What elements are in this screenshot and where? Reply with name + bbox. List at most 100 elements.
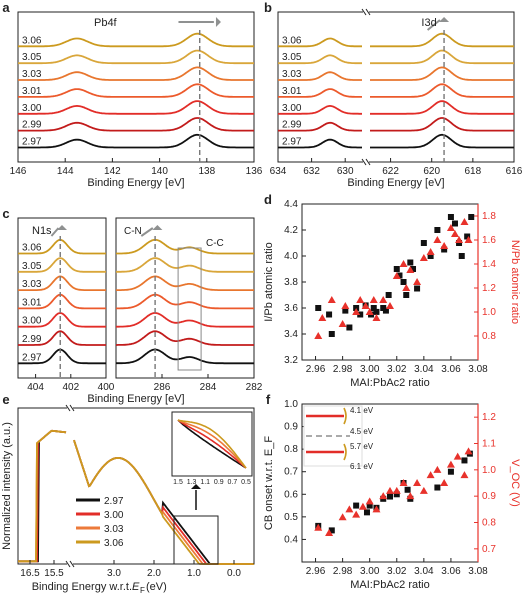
panel-f-triangle-point [338, 513, 347, 521]
panel-d-triangle-point [455, 236, 464, 243]
panel-c-curve-3.00-seg0 [18, 312, 106, 328]
panel-b-curve-3.00-seg1 [370, 100, 514, 115]
panel-a-curve-3.05-seg0 [18, 49, 254, 65]
panel-d-triangle-point [372, 314, 381, 321]
panel-b-tick-label: 632 [303, 166, 320, 177]
panel-b-series-label: 2.99 [282, 120, 302, 131]
panel-c-arrow-head-n1s [57, 225, 67, 230]
panel-e-inset-curve-3.00 [177, 419, 247, 469]
panel-c-shift-arrow-cn [140, 227, 154, 237]
panel-e-inset-tick-label: 0.5 [241, 479, 251, 486]
panel-f-square-point [363, 509, 370, 516]
panel-d-triangle-point [419, 254, 428, 261]
panel-c-series-label: 3.01 [22, 297, 42, 308]
panel-a-curve-2.97-seg0 [18, 133, 254, 149]
panel-d-ytick-right-label: 1.4 [482, 259, 496, 270]
panel-e-tick-label: 16.5 [20, 568, 40, 579]
panel-d-xlabel: MAI:PbAc2 ratio [350, 377, 429, 389]
panel-f-square-point [404, 486, 411, 493]
panel-b-series-label: 3.03 [282, 69, 302, 80]
panel-d-xtick-label: 3.00 [360, 364, 380, 375]
panel-e-legend-label: 3.03 [104, 524, 124, 535]
panel-a-tick-label: 144 [57, 166, 74, 177]
panel-f-xtick-label: 3.02 [387, 566, 407, 577]
panel-d-triangle-point [318, 314, 327, 321]
panel-b-series-label: 3.00 [282, 103, 302, 114]
panel-f-triangle-point [392, 486, 401, 494]
panel-b-break-mark [365, 158, 371, 166]
panel-c-tick-label: 400 [98, 382, 115, 393]
panel-f-inset-label: 4.5 eV [350, 427, 374, 436]
panel-e-tick-label: 3.0 [107, 568, 121, 579]
panel-f-ytick-right-label: 0.8 [482, 518, 496, 529]
panel-a-arrow-head [215, 17, 221, 27]
panel-c-curve-3.05-seg0 [18, 257, 106, 273]
panel-f-ytick-right-label: 1.2 [482, 412, 496, 423]
panel-d-triangle-point [413, 278, 422, 285]
panel-a-curve-3.03-seg0 [18, 66, 254, 81]
panel-d-triangle-point [402, 284, 411, 291]
panel-f-square-point [447, 468, 454, 475]
panel-d-triangle-point [356, 296, 365, 303]
panel-a-series-label: 3.01 [22, 86, 42, 97]
panel-e-ylabel: Normalized intensity (a.u.) [1, 422, 13, 550]
panel-a-title: Pb4f [94, 17, 118, 29]
panel-d-triangle-point [392, 272, 401, 279]
panel-d-square-point [370, 305, 377, 311]
panel-d-xtick-label: 2.98 [333, 364, 353, 375]
panel-d-triangle-point [446, 224, 455, 231]
panel-e-inset-tick-label: 1.5 [173, 479, 183, 486]
panel-b-curve-3.06-seg1 [370, 32, 514, 48]
panel-c-series-label: 3.00 [22, 316, 42, 327]
panel-d-ylabel-right: N/Pb atomic ratio [509, 240, 521, 324]
panel-b-series-label: 3.01 [282, 86, 302, 97]
panel-c-curve-3.06-seg0 [116, 238, 254, 255]
panel-d-triangle-point [426, 248, 435, 255]
panel-f-ytick-label: 0.5 [284, 512, 298, 523]
panel-d-triangle-point [460, 218, 469, 225]
panel-d-xtick-label: 3.04 [414, 364, 434, 375]
panel-f-square-point [387, 493, 393, 500]
panel-d-square-point [342, 307, 349, 314]
panel-d-triangle-point [314, 332, 323, 339]
panel-c-shift-arrow-n1s [50, 227, 60, 237]
panel-b-frame [277, 11, 515, 163]
panel-d-square-point [400, 279, 407, 285]
panel-d-xtick-label: 3.08 [468, 364, 488, 375]
panel-b-curve-3.05-seg1 [370, 49, 514, 65]
panel-b-break-mark [361, 8, 367, 16]
panel-f-ytick-right-label: 1.1 [482, 439, 496, 450]
panel-e-legend-label: 3.00 [104, 510, 124, 521]
panel-b-break-mark [361, 158, 367, 166]
panel-b-tick-label: 620 [423, 166, 440, 177]
panel-b-curve-2.97-seg1 [370, 133, 514, 149]
panel-f-ylabel: CB onset w.r.t. E_F [263, 436, 275, 530]
panel-f-triangle-point [386, 486, 394, 494]
panel-d-square-point [410, 266, 417, 272]
panel-d-xtick-label: 3.06 [441, 364, 461, 375]
panel-c-letter: c [2, 206, 9, 221]
panel-f-inset-edge-0 [343, 407, 347, 425]
panel-d-ytick-label: 3.4 [284, 329, 298, 340]
panel-d-ytick-label: 4.2 [284, 225, 298, 236]
panel-f-ytick-label: 0.9 [284, 422, 298, 433]
panel-f-triangle-point [464, 447, 473, 455]
panel-d-square-point [403, 292, 410, 298]
panel-f-triangle-point [440, 479, 449, 486]
panel-d-triangle-point [379, 296, 388, 303]
panel-e-xlabel-unit: (eV) [146, 581, 167, 593]
panel-f-xtick-label: 3.04 [414, 566, 434, 577]
panel-f-ytick-label: 0.7 [284, 467, 298, 478]
panel-f-xtick-label: 3.06 [441, 566, 461, 577]
panel-b-curve-3.03-seg0 [278, 71, 362, 81]
panel-d-triangle-point [361, 302, 370, 309]
panel-f-square-point [366, 502, 373, 509]
panel-d-ytick-right-label: 1.0 [482, 307, 496, 318]
panel-d-triangle-point [433, 236, 442, 243]
panel-c-title: N1s [32, 225, 52, 237]
panel-d-square-point [373, 308, 380, 315]
panel-a-frame [17, 11, 255, 163]
panel-a-series-label: 3.03 [22, 69, 42, 80]
panel-e-curve-left-2.97 [18, 429, 67, 563]
panel-e-axis-break [67, 405, 73, 567]
